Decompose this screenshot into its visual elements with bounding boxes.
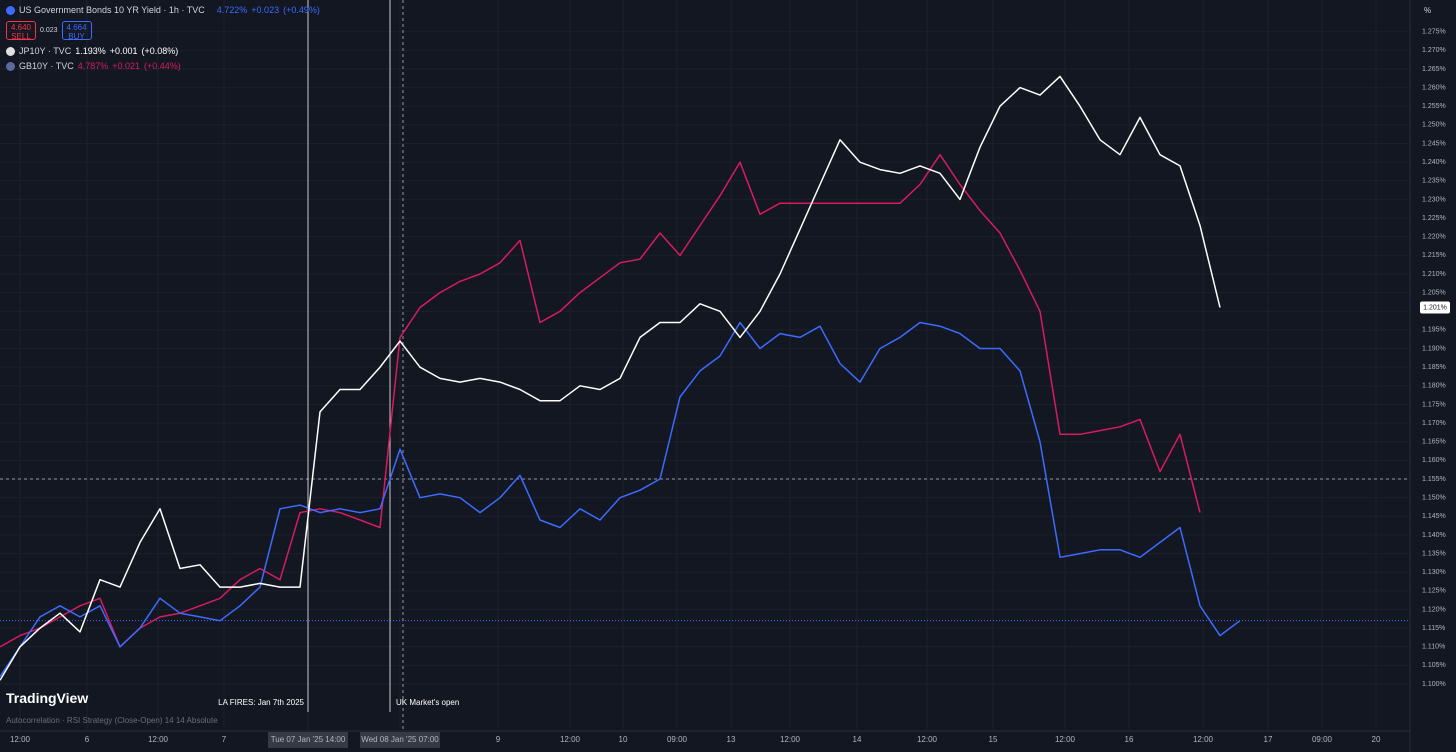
annotation-label: LA FIRES: Jan 7th 2025 [218, 698, 304, 707]
y-tick-label: 1.100% [1422, 681, 1446, 688]
y-tick-label: 1.260% [1422, 84, 1446, 91]
symbol-title: US Government Bonds 10 YR Yield · 1h · T… [19, 5, 205, 15]
y-tick-label: 1.190% [1422, 345, 1446, 352]
y-tick-label: 1.145% [1422, 513, 1446, 520]
change: +0.023 [251, 5, 280, 15]
y-tick-label: 1.185% [1422, 364, 1446, 371]
change: +0.021 [112, 61, 141, 71]
gb-legend[interactable]: GB10Y · TVC 4.787% +0.021 (+0.44%) [6, 61, 181, 71]
y-tick-label: 1.175% [1422, 401, 1446, 408]
flag-icon [6, 46, 15, 56]
y-tick-label: 1.255% [1422, 103, 1446, 110]
x-tick-label: 12:00 [10, 735, 31, 744]
x-tick-label: 9 [496, 735, 501, 744]
x-tick-label: 6 [85, 735, 90, 744]
x-tick-label: 17 [1264, 735, 1273, 744]
price-axis-bg [1410, 0, 1456, 752]
x-tick-label: Wed 08 Jan '25 07:00 [361, 735, 439, 744]
last-value: 1.193% [75, 46, 106, 56]
change-pct: (+0.49%) [283, 5, 320, 15]
change-pct: (+0.08%) [141, 46, 179, 56]
y-tick-label: 1.225% [1422, 215, 1446, 222]
y-tick-label: 1.130% [1422, 569, 1446, 576]
y-tick-label: 1.205% [1422, 289, 1446, 296]
flag-icon [6, 61, 15, 71]
y-tick-label: 1.170% [1422, 420, 1446, 427]
y-tick-label: 1.120% [1422, 606, 1446, 613]
series-line [0, 75, 1221, 681]
change: +0.001 [109, 46, 138, 56]
y-tick-label: 1.110% [1422, 644, 1445, 651]
buy-price: 4.664 [66, 23, 87, 32]
y-tick-label: 1.240% [1422, 159, 1446, 166]
last-value: 4.787% [77, 61, 109, 71]
annotation-label: UK Market's open [396, 698, 459, 707]
jp-legend[interactable]: JP10Y · TVC 1.193% +0.001 (+0.08%) [6, 46, 178, 56]
x-tick-label: Tue 07 Jan '25 14:00 [271, 735, 346, 744]
change-pct: (+0.44%) [144, 61, 181, 71]
y-tick-label: 1.150% [1422, 494, 1446, 501]
x-tick-label: 12:00 [560, 735, 581, 744]
x-tick-label: 10 [619, 735, 628, 744]
x-tick-label: 20 [1372, 735, 1381, 744]
last-price-label: 1.201% [1423, 304, 1447, 311]
y-tick-label: 1.135% [1422, 550, 1446, 557]
x-tick-highlight [360, 732, 440, 748]
y-tick-label: 1.275% [1422, 29, 1446, 36]
x-tick-label: 7 [222, 735, 227, 744]
spread: 0.023 [40, 27, 58, 34]
y-tick-label: 1.155% [1422, 476, 1446, 483]
y-tick-label: 1.165% [1422, 439, 1446, 446]
x-tick-label: 16 [1125, 735, 1134, 744]
y-tick-label: 1.180% [1422, 383, 1446, 390]
sell-label: SELL [11, 32, 31, 41]
trade-buttons: 4.640 SELL 0.023 4.664 BUY [6, 21, 92, 41]
y-tick-label: 1.250% [1422, 122, 1446, 129]
buy-button[interactable]: 4.664 BUY [61, 21, 92, 41]
axis-unit[interactable]: % [1424, 6, 1432, 15]
y-tick-label: 1.245% [1422, 140, 1446, 147]
y-tick-label: 1.230% [1422, 196, 1446, 203]
x-tick-label: 12:00 [148, 735, 169, 744]
indicator-label[interactable]: Autocorrelation · RSI Strategy (Close-Op… [6, 716, 218, 725]
y-tick-label: 1.105% [1422, 662, 1446, 669]
x-tick-label: 14 [853, 735, 862, 744]
main-legend[interactable]: US Government Bonds 10 YR Yield · 1h · T… [6, 5, 320, 15]
last-price-box [1420, 301, 1450, 314]
y-tick-label: 1.140% [1422, 532, 1446, 539]
x-tick-label: 09:00 [1312, 735, 1333, 744]
x-tick-label: 13 [727, 735, 736, 744]
series-line [0, 321, 1241, 678]
y-tick-label: 1.210% [1422, 271, 1446, 278]
y-tick-label: 1.265% [1422, 66, 1446, 73]
x-tick-label: 12:00 [1193, 735, 1214, 744]
x-tick-label: 09:00 [667, 735, 688, 744]
y-tick-label: 1.270% [1422, 47, 1446, 54]
brand: TradingView [6, 690, 89, 706]
symbol-title: GB10Y · TVC [19, 61, 74, 71]
y-tick-label: 1.195% [1422, 327, 1446, 334]
flag-icon [6, 5, 15, 15]
series-line [0, 153, 1201, 648]
y-tick-label: 1.115% [1422, 625, 1445, 632]
y-tick-label: 1.235% [1422, 178, 1446, 185]
x-tick-label: 15 [989, 735, 998, 744]
y-tick-label: 1.160% [1422, 457, 1446, 464]
sell-price: 4.640 [10, 23, 32, 32]
buy-label: BUY [68, 32, 85, 41]
y-tick-label: 1.125% [1422, 588, 1446, 595]
last-value: 4.722% [216, 5, 248, 15]
x-tick-highlight [268, 732, 348, 748]
y-tick-label: 1.220% [1422, 234, 1446, 241]
x-tick-label: 12:00 [1055, 735, 1076, 744]
x-tick-label: 12:00 [917, 735, 938, 744]
symbol-title: JP10Y · TVC [19, 46, 72, 56]
x-tick-label: 12:00 [780, 735, 801, 744]
sell-button[interactable]: 4.640 SELL [6, 21, 36, 41]
y-tick-label: 1.215% [1422, 252, 1446, 259]
